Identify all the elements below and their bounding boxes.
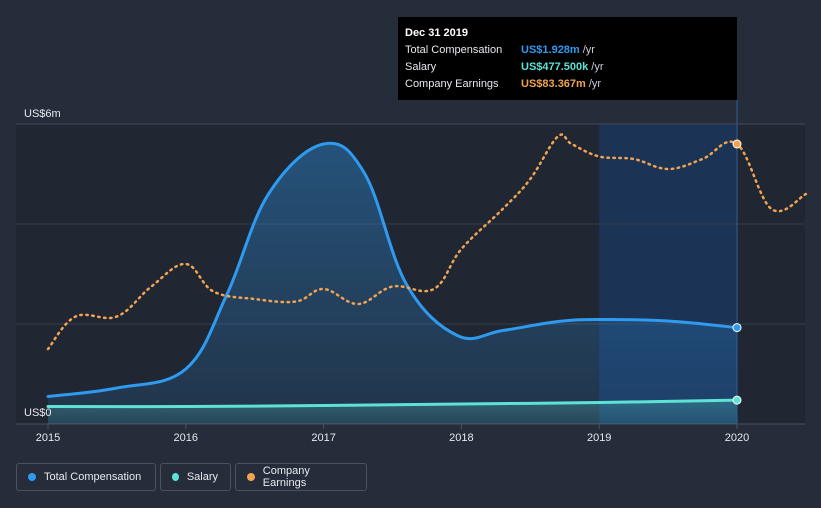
total-compensation-marker — [732, 323, 742, 333]
x-tick-label: 2016 — [174, 432, 198, 444]
legend-dot-icon — [28, 473, 36, 481]
total-compensation-area — [48, 143, 737, 424]
salary-line — [46, 398, 739, 409]
tooltip: Dec 31 2019 Total Compensation US$1.928m… — [398, 17, 737, 100]
legend-item-salary[interactable]: Salary — [160, 463, 231, 491]
tooltip-value: US$83.367m — [521, 78, 586, 90]
tooltip-row-salary: Salary US$477.500k /yr — [405, 59, 730, 76]
tooltip-row-company-earnings: Company Earnings US$83.367m /yr — [405, 76, 730, 93]
legend-dot-icon — [247, 473, 255, 481]
total-compensation-line — [46, 141, 739, 398]
tooltip-unit: /yr — [588, 78, 602, 90]
salary-area — [48, 400, 737, 424]
company-earnings-line — [46, 133, 808, 351]
tooltip-unit: /yr — [582, 44, 595, 56]
x-tick-label: 2018 — [449, 432, 473, 444]
x-tick-label: 2019 — [587, 432, 611, 444]
tooltip-row-total-compensation: Total Compensation US$1.928m /yr — [405, 42, 730, 59]
y-label-top: US$6m — [24, 108, 61, 120]
legend-item-total-compensation[interactable]: Total Compensation — [16, 463, 156, 491]
tooltip-label: Company Earnings — [405, 78, 499, 90]
tooltip-date: Dec 31 2019 — [405, 27, 468, 39]
y-label-bottom: US$0 — [24, 407, 52, 419]
legend: Total Compensation Salary Company Earnin… — [16, 463, 367, 491]
salary-marker — [732, 395, 742, 405]
tooltip-label: Total Compensation — [405, 44, 503, 56]
legend-label: Company Earnings — [262, 465, 310, 489]
company-earnings-marker — [732, 139, 742, 149]
legend-dot-icon — [172, 473, 179, 481]
series-markers — [732, 139, 742, 405]
x-tick-label: 2015 — [36, 432, 60, 444]
tooltip-value: US$477.500k — [521, 61, 589, 73]
tooltip-unit: /yr — [591, 61, 604, 73]
series-lines — [46, 133, 808, 409]
legend-label: Total Compensation — [44, 471, 142, 483]
x-tick-label: 2020 — [725, 432, 749, 444]
tooltip-label: Salary — [405, 61, 437, 73]
tooltip-value: US$1.928m — [521, 44, 580, 56]
legend-item-company-earnings[interactable]: Company Earnings — [235, 463, 367, 491]
x-axis-ticks: 2015 2016 2017 2018 2019 2020 — [36, 424, 749, 444]
x-tick-label: 2017 — [311, 432, 335, 444]
series-areas — [48, 143, 737, 424]
legend-label: Salary — [186, 471, 218, 483]
